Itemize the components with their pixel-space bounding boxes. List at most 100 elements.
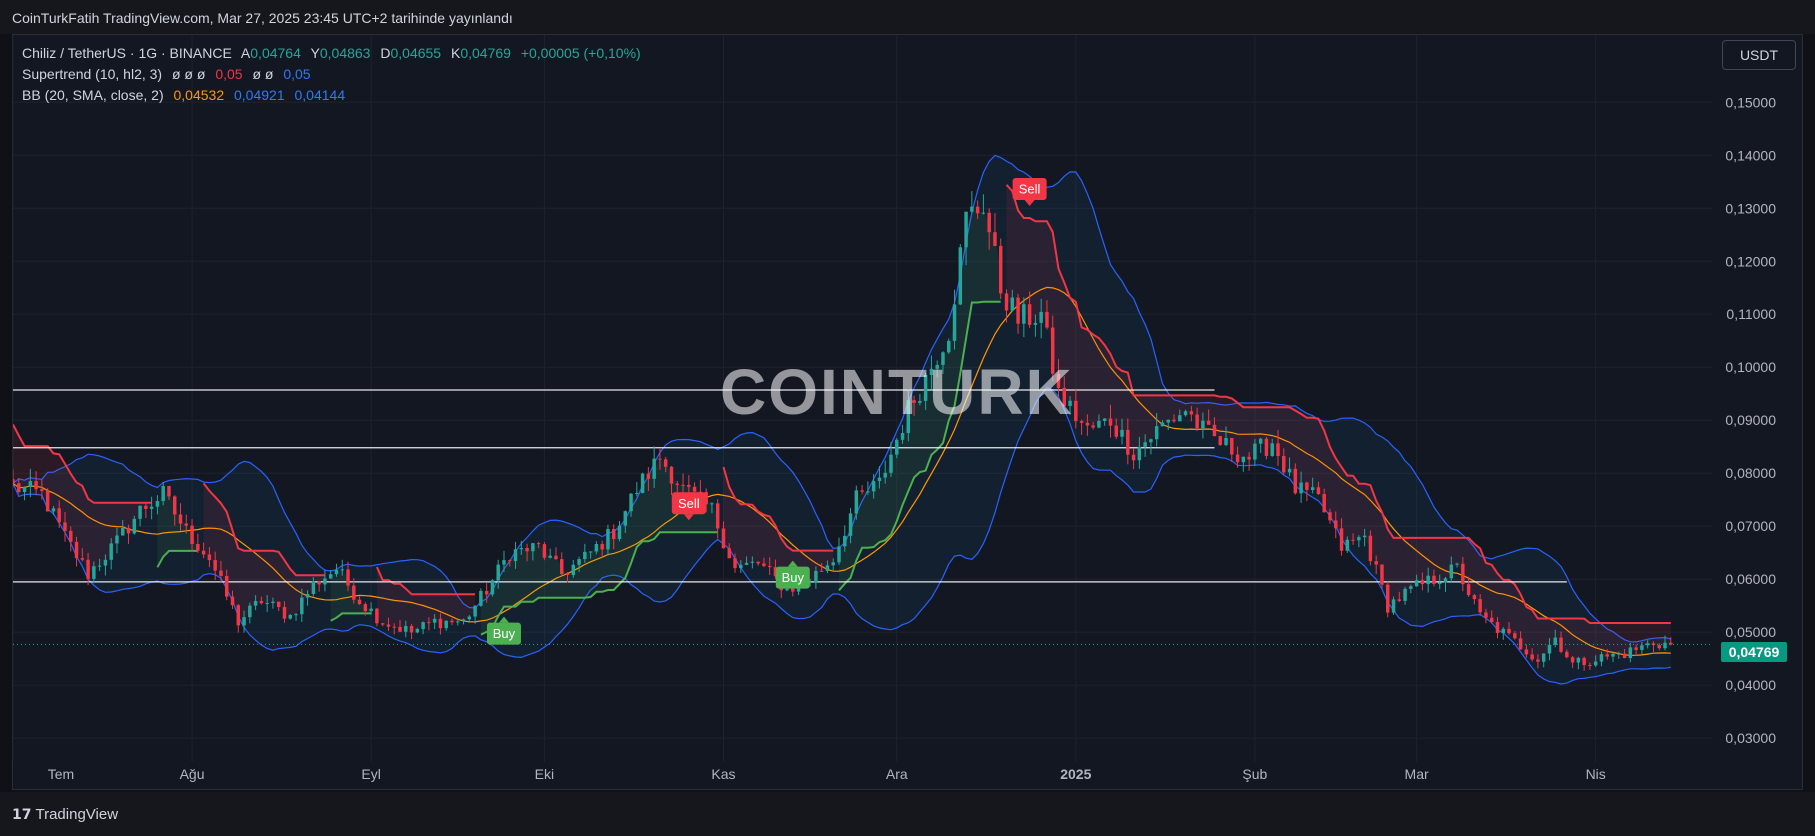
candle [1270,438,1274,457]
candle [1287,457,1292,477]
candle [369,602,373,615]
candle [1310,477,1315,494]
candle [1276,430,1280,466]
x-tick-label: Eki [535,766,554,782]
candle [1322,488,1326,513]
candle [508,559,512,567]
candle [767,557,772,576]
candle-body [698,491,703,493]
candle-body [138,505,142,519]
candle-body [1212,424,1217,437]
candle-body [1253,443,1257,460]
candle-body [144,505,148,509]
candle-body [1004,293,1009,311]
candle [1264,436,1269,460]
candle-body [681,484,685,486]
candle-body [617,525,622,540]
candle-body [1663,642,1667,649]
candle [404,620,408,638]
candle-body [906,400,911,434]
currency-button[interactable]: USDT [1722,40,1796,70]
candle-body [1276,443,1280,457]
candle-body [508,560,512,562]
candle [479,588,483,607]
candle-body [1050,327,1055,374]
candle-body [1617,653,1621,655]
candle-body [519,547,524,550]
legend-symbol[interactable]: Chiliz / TetherUS · 1G · BINANCE [22,45,232,61]
candle [1541,653,1546,668]
candle [1414,574,1419,587]
sell-signal: Sell [671,492,706,521]
candle-body [282,607,287,619]
candle [640,472,645,494]
candle-body [640,473,645,493]
supertrend-name: Supertrend (10, hl2, 3) [22,66,163,82]
candle-body [369,608,373,612]
candle-body [744,562,749,565]
candle-body [490,580,495,595]
candle-body [970,206,974,212]
candle [496,559,500,589]
supertrend-up-line [838,300,1001,592]
candle [1299,471,1303,503]
candle [646,467,651,492]
signal-box [671,492,706,515]
bb-fill [13,155,1671,684]
candle [1085,414,1090,436]
candle [334,563,339,577]
candle-body [300,597,304,615]
tradingview-logo[interactable]: 17 TradingView [12,806,118,823]
candle-body [421,622,425,630]
candle-body [17,483,21,493]
candle-body [22,486,27,493]
candle-body [1305,482,1309,491]
candle-body [733,558,737,569]
candle-body [565,574,570,576]
candle [658,448,662,470]
candle [981,194,986,215]
candle-body [1178,415,1182,422]
legend-ohlc: Chiliz / TetherUS · 1G · BINANCE A0,0476… [22,45,647,61]
legend-bb[interactable]: BB (20, SMA, close, 2) 0,04532 0,04921 0… [22,87,351,103]
candle-body [473,605,477,617]
candle [1628,642,1633,663]
candle-body [1345,539,1350,551]
candle [1484,608,1488,624]
candle [219,561,223,583]
candle-body [173,496,177,515]
candle [103,554,108,576]
candle-body [484,590,489,595]
candle [773,559,778,579]
bb-upper-line [13,154,1671,643]
candle-body [196,543,200,551]
candle-body [1079,421,1084,423]
candle-body [1282,456,1286,473]
candle-body [1010,297,1015,311]
candle [438,613,443,635]
candle-body [155,501,160,507]
candle-body [259,601,264,604]
candle [97,558,102,571]
candle-body [1310,487,1315,491]
legend-supertrend[interactable]: Supertrend (10, hl2, 3) ø ø ø 0,05 ø ø 0… [22,66,317,82]
candle-body [1160,422,1165,427]
supertrend-up-fill [480,459,718,635]
candle-body [1466,584,1471,596]
candle-body [149,506,154,509]
candle [727,543,731,559]
candle [1149,438,1153,455]
candle-body [941,352,945,365]
candle [1576,656,1581,670]
candle [1570,656,1575,668]
signal-label: Sell [678,496,700,511]
supertrend-up-line [480,531,718,636]
y-tick-label: 0,03000 [1725,730,1776,746]
candle-body [860,490,864,492]
candle [13,469,15,488]
candle-body [1513,633,1517,639]
candle-body [63,522,67,531]
candle [242,610,246,633]
candle-body [1206,420,1211,425]
